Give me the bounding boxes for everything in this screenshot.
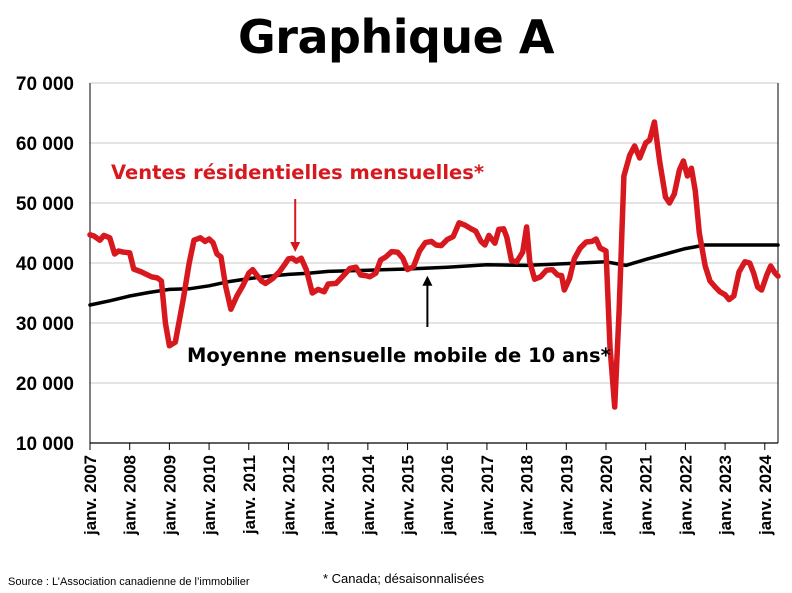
annotations: Ventes résidentielles mensuelles* Moyenne… <box>111 161 611 367</box>
y-tick-label: 20 000 <box>16 374 74 395</box>
x-tick-label: janv. 2016 <box>438 455 457 536</box>
y-tick-label: 50 000 <box>16 194 74 215</box>
chart-title: Graphique A <box>238 10 554 64</box>
y-tick-label: 30 000 <box>16 314 74 335</box>
x-tick-label: janv. 2013 <box>319 455 338 536</box>
y-tick-label: 10 000 <box>16 434 74 455</box>
gridlines <box>90 82 778 444</box>
x-axis: janv. 2007 janv. 2008 janv. 2009 janv. 2010… <box>81 442 778 536</box>
x-tick-label: janv. 2011 <box>240 455 259 535</box>
x-tick-label: janv. 2014 <box>359 454 378 536</box>
x-tick-label: janv. 2012 <box>279 455 298 536</box>
annotation-label-sales: Ventes résidentielles mensuelles* <box>111 161 484 184</box>
y-tick-label: 60 000 <box>16 134 74 155</box>
x-tick-label: janv. 2010 <box>200 455 219 536</box>
y-tick-label: 40 000 <box>16 254 74 275</box>
x-tick-label: janv. 2009 <box>160 455 179 536</box>
x-tick-label: janv. 2022 <box>676 455 695 536</box>
x-tick-label: janv. 2021 <box>637 455 656 536</box>
annotation-label-average: Moyenne mensuelle mobile de 10 ans* <box>187 344 611 367</box>
footnote: * Canada; désaisonnalisées <box>323 571 485 586</box>
source-note: Source : L’Association canadienne de l’i… <box>8 576 250 588</box>
series-line-sales <box>87 119 781 410</box>
annotation-arrowhead-sales <box>290 242 301 252</box>
x-tick-label: janv. 2007 <box>81 455 100 536</box>
x-tick-label: janv. 2020 <box>597 455 616 536</box>
y-tick-label: 70 000 <box>16 74 74 95</box>
x-tick-label: janv. 2018 <box>518 455 537 536</box>
series-line-average <box>88 243 780 307</box>
annotation-arrowhead-average <box>422 275 433 286</box>
x-tick-label: janv. 2017 <box>478 455 497 536</box>
x-tick-label: janv. 2015 <box>399 455 418 536</box>
y-axis: 10 000 20 000 30 000 40 000 50 000 60 000 70 0… <box>16 74 779 455</box>
x-tick-label: janv. 2023 <box>716 455 735 536</box>
x-tick-label: janv. 2008 <box>121 455 140 536</box>
x-tick-label: janv. 2024 <box>756 454 775 536</box>
x-tick-label: janv. 2019 <box>557 455 576 536</box>
